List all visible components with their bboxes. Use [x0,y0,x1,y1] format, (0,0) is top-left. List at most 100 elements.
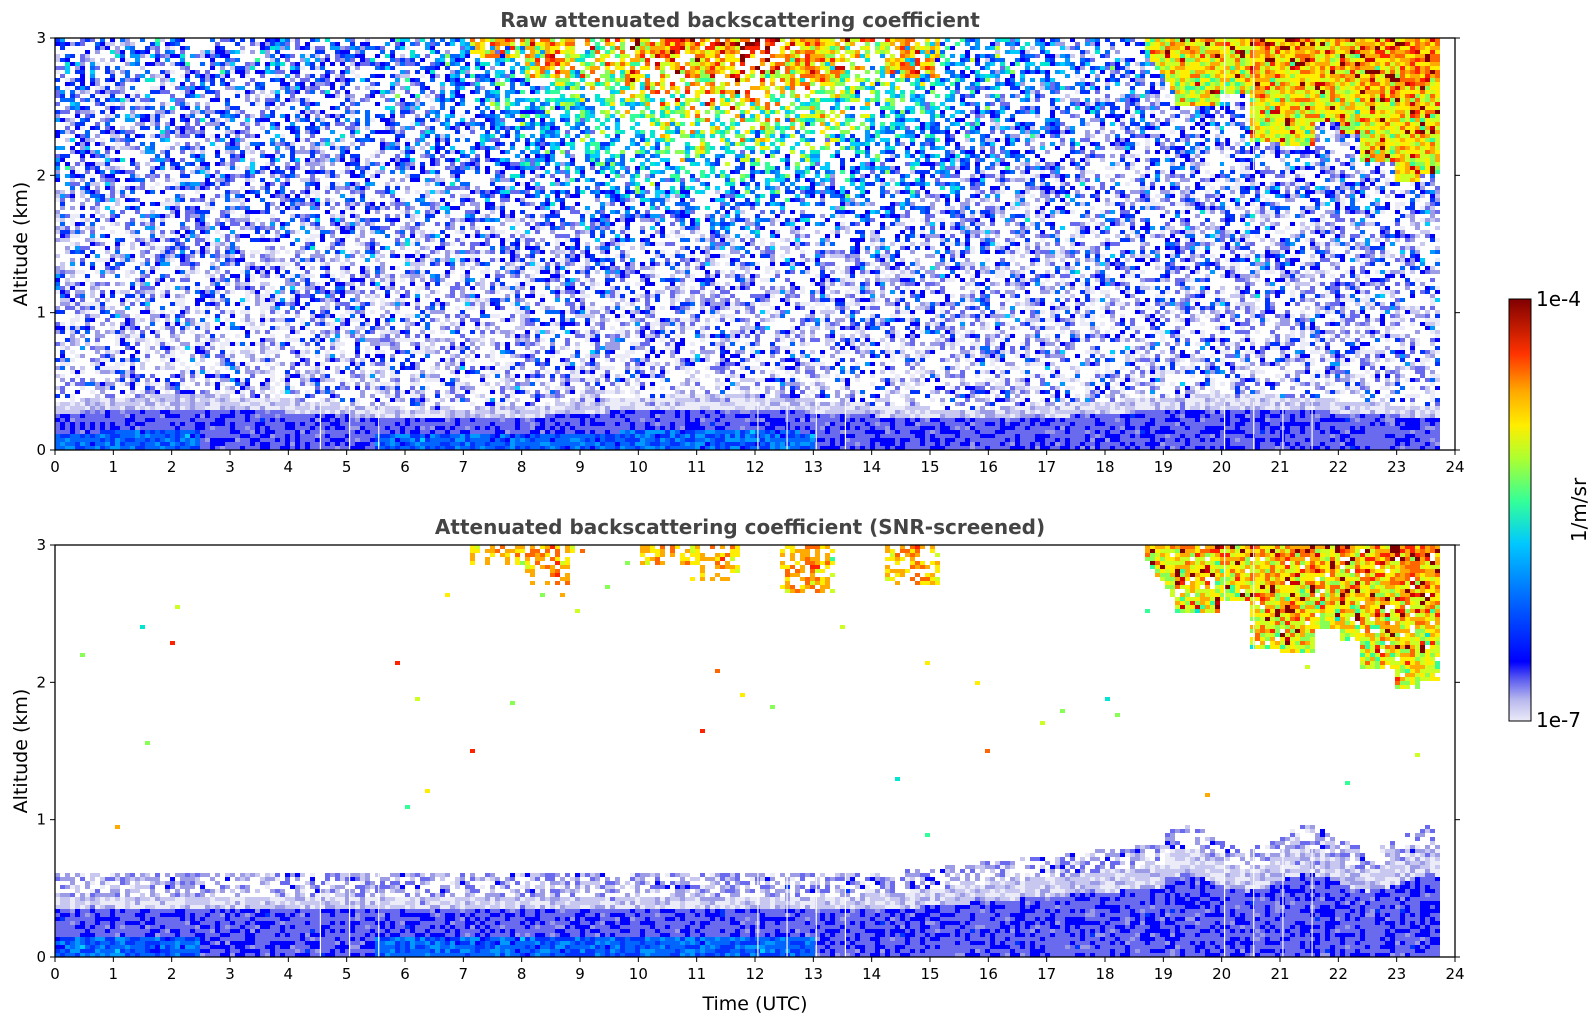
heatmap-cell [180,186,185,190]
heatmap-cell [140,330,145,334]
heatmap-cell [260,310,265,314]
heatmap-cell [250,274,255,278]
heatmap-cell [120,402,125,406]
heatmap-cell [280,434,285,438]
heatmap-cell [410,410,415,414]
heatmap-cell [420,254,425,258]
heatmap-cell [320,274,325,278]
heatmap-cell [395,218,400,222]
heatmap-cell [115,314,120,318]
heatmap-cell [390,222,395,226]
heatmap-cell [450,62,455,66]
heatmap-cell [390,394,395,398]
heatmap-cell [230,410,235,414]
heatmap-cell [280,438,285,442]
heatmap-cell [335,78,340,82]
heatmap-cell [385,66,390,70]
heatmap-cell [235,198,240,202]
heatmap-cell [295,206,300,210]
heatmap-cell [125,374,130,378]
heatmap-cell [175,302,180,306]
heatmap-cell [385,106,390,110]
heatmap-cell [385,422,390,426]
heatmap-cell [140,74,145,78]
heatmap-cell [255,226,260,230]
heatmap-cell [310,158,315,162]
heatmap-cell [205,110,210,114]
heatmap-cell [180,254,185,258]
heatmap-cell [265,42,270,46]
heatmap-cell [440,442,445,446]
heatmap-cell [155,50,160,54]
heatmap-cell [150,174,155,178]
heatmap-cell [290,410,295,414]
heatmap-cell [230,222,235,226]
heatmap-cell [285,182,290,186]
heatmap-cell [335,42,340,46]
heatmap-cell [350,298,355,302]
heatmap-cell [365,218,370,222]
heatmap-cell [80,414,85,418]
heatmap-cell [345,118,350,122]
heatmap-cell [215,54,220,58]
heatmap-cell [275,142,280,146]
heatmap-cell [180,314,185,318]
heatmap-cell [275,42,280,46]
heatmap-cell [190,438,195,442]
heatmap-cell [385,206,390,210]
heatmap-cell [105,62,110,66]
heatmap-cell [65,166,70,170]
heatmap-cell [330,234,335,238]
heatmap-cell [105,218,110,222]
heatmap-cell [350,310,355,314]
heatmap-cell [355,46,360,50]
heatmap-cell [100,302,105,306]
heatmap-cell [335,418,340,422]
heatmap-cell [330,346,335,350]
heatmap-cell [160,70,165,74]
heatmap-cell [285,226,290,230]
heatmap-cell [85,246,90,250]
heatmap-cell [230,378,235,382]
heatmap-cell [245,270,250,274]
heatmap-cell [320,82,325,86]
heatmap-cell [290,190,295,194]
heatmap-cell [180,302,185,306]
heatmap-cell [260,114,265,118]
heatmap-cell [270,158,275,162]
heatmap-cell [415,174,420,178]
heatmap-cell [335,218,340,222]
heatmap-cell [375,102,380,106]
heatmap-cell [100,390,105,394]
heatmap-cell [150,330,155,334]
heatmap-cell [115,134,120,138]
heatmap-cell [80,162,85,166]
heatmap-cell [165,286,170,290]
heatmap-cell [360,202,365,206]
heatmap-cell [300,398,305,402]
heatmap-cell [230,218,235,222]
heatmap-cell [275,346,280,350]
heatmap-cell [300,378,305,382]
heatmap-cell [130,414,135,418]
heatmap-cell [225,354,230,358]
heatmap-cell [240,198,245,202]
heatmap-cell [70,102,75,106]
heatmap-cell [335,202,340,206]
heatmap-cell [280,406,285,410]
heatmap-cell [360,374,365,378]
heatmap-cell [110,358,115,362]
heatmap-cell [225,50,230,54]
heatmap-cell [100,94,105,98]
heatmap-cell [55,198,60,202]
heatmap-cell [205,78,210,82]
heatmap-cell [395,438,400,442]
heatmap-cell [150,434,155,438]
heatmap-cell [195,374,200,378]
heatmap-cell [205,370,210,374]
heatmap-cell [245,142,250,146]
heatmap-cell [260,346,265,350]
heatmap-cell [160,162,165,166]
heatmap-cell [80,310,85,314]
heatmap-cell [415,350,420,354]
